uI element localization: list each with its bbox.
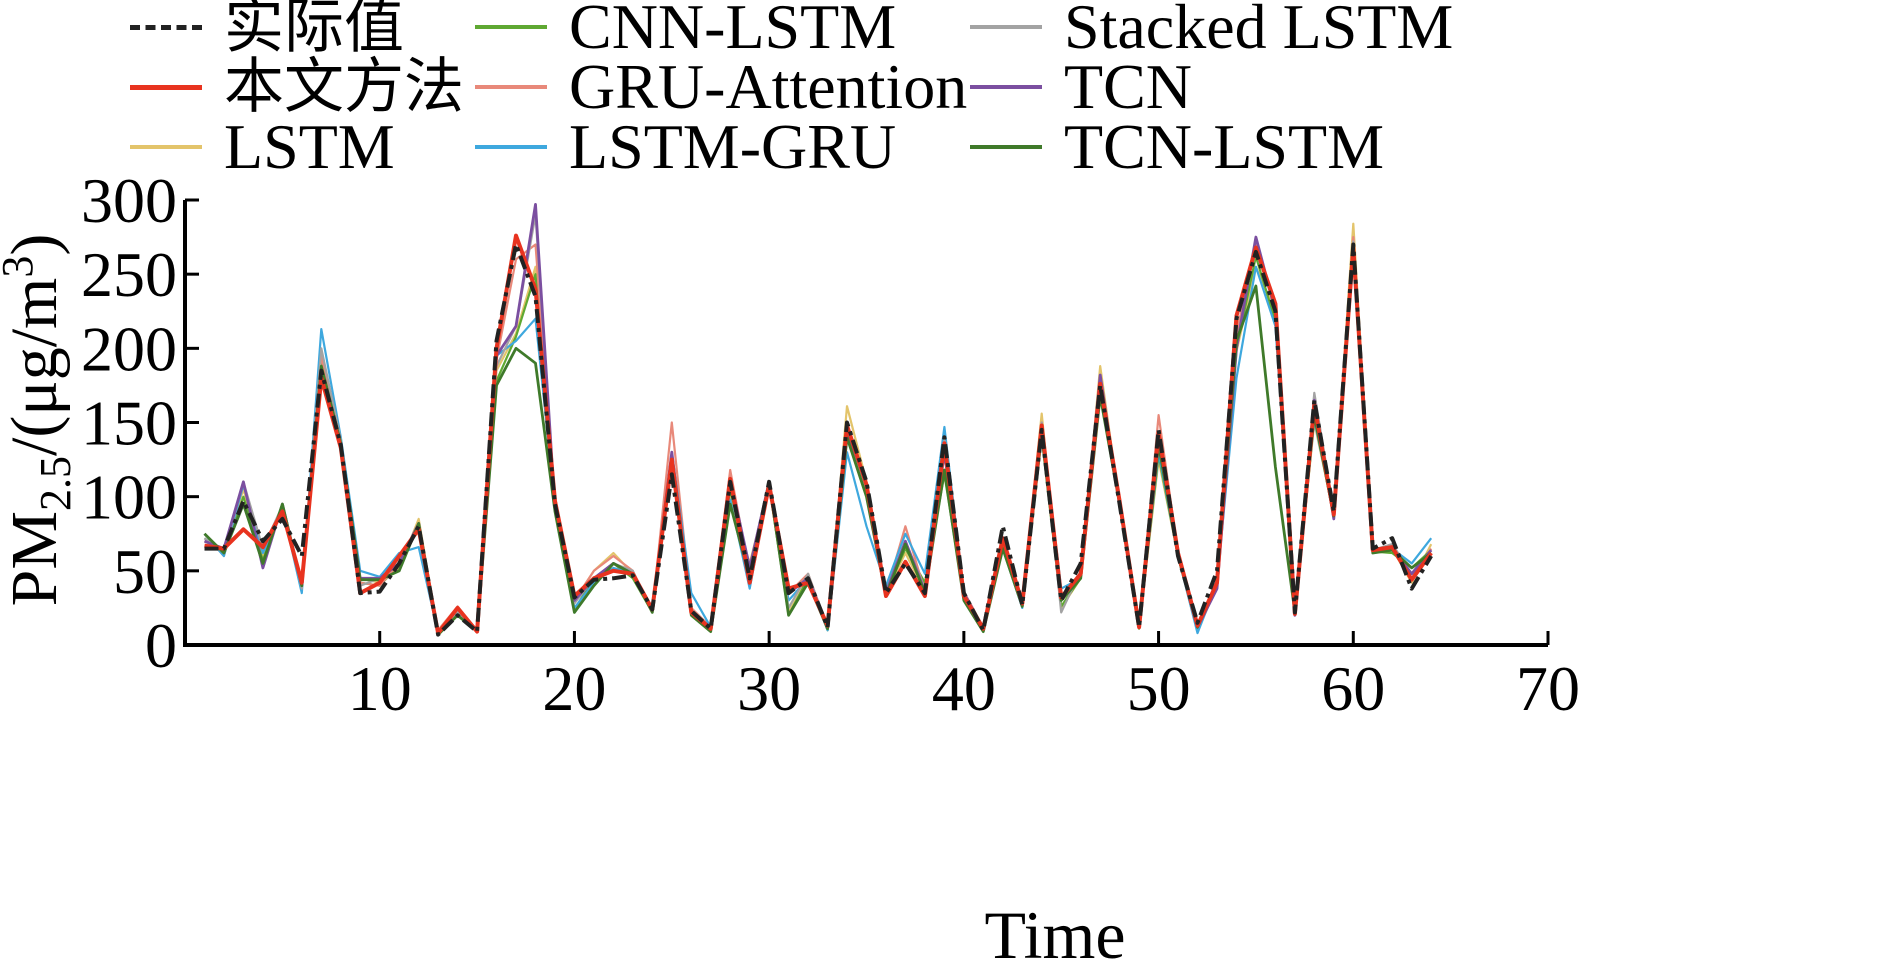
- y-axis-label-unit: /(μg/m: [0, 278, 71, 456]
- legend-swatch: [130, 145, 202, 149]
- y-axis-label-main: PM: [0, 511, 71, 606]
- legend-item: TCN: [970, 52, 1192, 122]
- legend-item: 本文方法: [130, 52, 464, 122]
- y-tick-label: 50: [113, 536, 177, 607]
- x-tick-label: 70: [1516, 653, 1580, 724]
- legend-swatch: [475, 25, 547, 29]
- x-axis-label: Time: [984, 897, 1125, 969]
- y-axis-label: PM2.5/(μg/m3): [0, 234, 80, 607]
- series-line-0: [204, 242, 1433, 637]
- legend-swatch: [475, 145, 547, 149]
- y-tick-label: 0: [145, 610, 177, 681]
- legend-item: 实际值: [130, 0, 404, 62]
- y-axis-label-superscript: 3: [0, 256, 42, 278]
- legend-item: LSTM: [130, 112, 395, 182]
- legend-label: 实际值: [224, 0, 404, 62]
- x-tick-label: 30: [737, 653, 801, 724]
- legend-item: GRU-Attention: [475, 52, 967, 122]
- x-tick-label: 50: [1127, 653, 1191, 724]
- y-tick-label: 100: [81, 462, 177, 533]
- y-axis-label-close: ): [0, 234, 71, 256]
- legend-swatch: [130, 24, 202, 30]
- legend-item: CNN-LSTM: [475, 0, 896, 62]
- x-tick-label: 40: [932, 653, 996, 724]
- legend-label: TCN: [1064, 51, 1192, 122]
- legend-swatch: [475, 85, 547, 89]
- legend-item: TCN-LSTM: [970, 112, 1384, 182]
- legend-swatch: [970, 85, 1042, 89]
- axes: [183, 198, 1550, 647]
- legend-swatch: [130, 84, 202, 90]
- legend-label: TCN-LSTM: [1064, 111, 1384, 182]
- x-tick-label: 20: [542, 653, 606, 724]
- y-tick-label: 300: [81, 165, 177, 236]
- legend-swatch: [970, 145, 1042, 149]
- svg-text:PM2.5/(μg/m3): PM2.5/(μg/m3): [0, 234, 80, 607]
- legend-label: LSTM: [224, 111, 395, 182]
- legend-label: CNN-LSTM: [569, 0, 897, 62]
- legend-label: Stacked LSTM: [1064, 0, 1454, 62]
- legend-item: LSTM-GRU: [475, 112, 896, 182]
- y-tick-label: 250: [81, 239, 177, 310]
- y-axis-label-subscript: 2.5: [31, 456, 80, 511]
- x-tick-label: 10: [348, 653, 412, 724]
- y-tick-label: 150: [81, 388, 177, 459]
- legend-label: 本文方法: [224, 52, 464, 122]
- x-tick-label: 60: [1321, 653, 1385, 724]
- legend-swatch: [970, 25, 1042, 29]
- legend-label: GRU-Attention: [569, 51, 968, 122]
- legend: 实际值 本文方法 LSTM CNN-LSTM GRU-Attention LSTM-GRU…: [0, 0, 1890, 210]
- series-lines: [203, 202, 1433, 637]
- y-tick-label: 200: [81, 313, 177, 384]
- legend-item: Stacked LSTM: [970, 0, 1453, 62]
- legend-label: LSTM-GRU: [569, 111, 897, 182]
